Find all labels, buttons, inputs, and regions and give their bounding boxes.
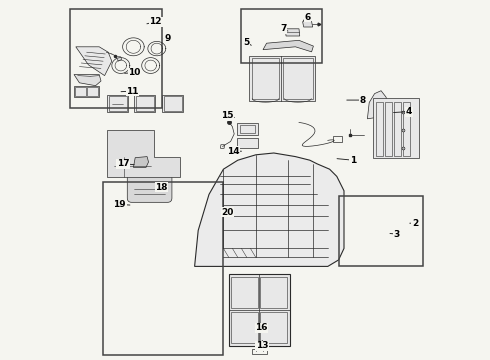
Bar [107, 95, 128, 112]
Text: 15: 15 [221, 112, 233, 121]
Text: 14: 14 [227, 147, 240, 156]
Bar [109, 96, 127, 111]
Text: 9: 9 [165, 35, 171, 44]
Bar [74, 86, 99, 97]
Bar [261, 277, 287, 308]
Polygon shape [303, 22, 313, 27]
Bar [242, 9, 322, 63]
Bar [394, 102, 401, 156]
Text: 17: 17 [117, 159, 130, 168]
Bar [75, 87, 86, 96]
Text: 16: 16 [255, 323, 268, 332]
Text: 19: 19 [113, 200, 126, 209]
Bar [261, 312, 287, 343]
Text: 7: 7 [280, 24, 287, 33]
Bar [87, 87, 98, 96]
Polygon shape [107, 130, 180, 177]
Text: 4: 4 [406, 107, 412, 116]
Bar [231, 277, 258, 308]
Polygon shape [248, 56, 315, 101]
Bar [231, 312, 258, 343]
Bar [252, 349, 267, 354]
Text: 1: 1 [350, 156, 356, 165]
Bar [229, 274, 290, 346]
Text: 2: 2 [412, 219, 418, 228]
Text: 6: 6 [304, 13, 310, 22]
Bar [134, 95, 155, 112]
Bar [333, 136, 342, 142]
Bar [386, 102, 392, 156]
Bar [339, 196, 423, 266]
Text: 3: 3 [393, 230, 399, 239]
Bar [403, 102, 410, 156]
Text: 10: 10 [128, 68, 141, 77]
Polygon shape [133, 157, 148, 167]
Polygon shape [368, 91, 387, 119]
Text: 13: 13 [256, 341, 269, 350]
Polygon shape [116, 56, 122, 61]
Text: 11: 11 [126, 87, 139, 96]
Bar [136, 96, 153, 111]
Polygon shape [74, 75, 101, 86]
Bar [103, 182, 223, 355]
Polygon shape [285, 29, 300, 36]
Text: 12: 12 [149, 17, 162, 26]
Bar [162, 95, 183, 112]
Polygon shape [263, 40, 314, 52]
FancyBboxPatch shape [127, 174, 172, 202]
Text: 8: 8 [359, 96, 366, 105]
Text: 20: 20 [221, 208, 234, 217]
Polygon shape [76, 47, 112, 76]
Polygon shape [237, 123, 258, 135]
Polygon shape [237, 138, 258, 148]
Text: 5: 5 [244, 38, 250, 47]
Bar [376, 102, 383, 156]
Bar [164, 96, 182, 111]
Polygon shape [195, 153, 344, 266]
Text: 18: 18 [155, 183, 168, 192]
Bar [373, 98, 419, 158]
Bar [71, 9, 162, 108]
